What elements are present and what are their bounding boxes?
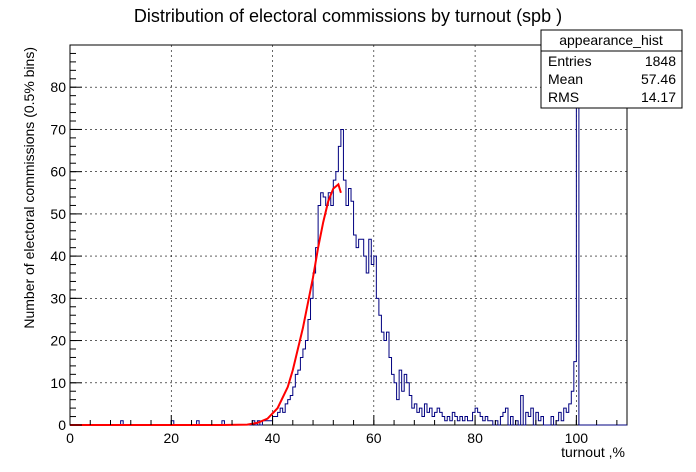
stats-box: appearance_hist Entries 1848 Mean 57.46 … [540, 29, 683, 109]
histogram-bin [376, 298, 379, 425]
x-axis-ticks: 0 20 40 60 80 100 [66, 415, 618, 446]
stats-mean-label: Mean [548, 71, 583, 87]
y-tick-label: 30 [50, 290, 66, 306]
histogram-bin [361, 239, 364, 425]
histogram-bin [283, 412, 286, 425]
stats-mean-value: 57.46 [641, 71, 676, 87]
histogram-bin [402, 391, 405, 425]
y-tick-label: 20 [50, 333, 66, 349]
histogram-bin [483, 421, 486, 425]
y-tick-label: 0 [58, 417, 66, 433]
histogram-bin [316, 248, 319, 425]
y-tick-label: 40 [50, 248, 66, 264]
y-axis-label: Number of electoral commissions (0.5% bi… [21, 47, 37, 329]
stats-rms-value: 14.17 [641, 89, 676, 105]
histogram-bin [488, 421, 491, 425]
histogram-bin [457, 421, 460, 425]
histogram-bin [298, 370, 301, 425]
histogram-bin [354, 235, 357, 425]
x-tick-label: 80 [467, 430, 483, 446]
y-axis-ticks: 0 10 20 30 40 50 60 70 80 [50, 44, 82, 433]
x-axis-label: turnout ,% [561, 444, 625, 460]
x-tick-label: 40 [265, 430, 281, 446]
stats-entries-value: 1848 [645, 53, 676, 69]
histogram-bin [470, 421, 473, 425]
histogram-bin [371, 265, 374, 425]
histogram-bin [328, 193, 331, 425]
histogram-bin [333, 180, 336, 425]
y-tick-label: 80 [50, 79, 66, 95]
stats-box-name: appearance_hist [559, 32, 663, 48]
histogram-bin [381, 332, 384, 425]
histogram-bin [303, 349, 306, 425]
histogram-bin [265, 421, 268, 425]
fit-curve-line [70, 182, 342, 426]
stats-entries-label: Entries [548, 53, 592, 69]
histogram-bin [417, 412, 420, 425]
histogram-bin [326, 205, 329, 425]
y-tick-label: 50 [50, 206, 66, 222]
x-tick-label: 0 [66, 430, 74, 446]
histogram-bin [356, 248, 359, 425]
stats-rms-label: RMS [548, 89, 579, 105]
histogram-bin [528, 417, 531, 425]
histogram-bin [462, 421, 465, 425]
histogram-bin [359, 239, 362, 425]
histogram-bin [467, 421, 470, 425]
histogram-bin [445, 421, 448, 425]
histogram-bin [450, 421, 453, 425]
histogram-bin [566, 412, 569, 425]
histogram-bin [366, 273, 369, 425]
histogram-bin [427, 412, 430, 425]
histogram-bin [275, 417, 278, 425]
histogram-bin [397, 400, 400, 425]
histogram-bin [538, 421, 541, 425]
histogram-bin [331, 205, 334, 425]
plot-frame [69, 44, 628, 426]
x-tick-label: 100 [565, 430, 589, 446]
fit-curve [70, 182, 342, 426]
histogram [70, 78, 627, 426]
x-tick-label: 60 [366, 430, 382, 446]
histogram-bin [349, 189, 352, 425]
stats-box-frame [540, 29, 683, 109]
y-tick-label: 70 [50, 121, 66, 137]
chart-title: Distribution of electoral commissions by… [134, 6, 562, 26]
y-tick-label: 10 [50, 375, 66, 391]
histogram-bin [267, 421, 270, 425]
histogram-bin [323, 197, 326, 425]
histogram-bin [561, 421, 564, 425]
histogram-bin [346, 205, 349, 425]
y-tick-label: 60 [50, 164, 66, 180]
x-tick-label: 20 [163, 430, 179, 446]
histogram-outline [70, 78, 627, 426]
histogram-bin [422, 417, 425, 425]
histogram-bin [343, 180, 346, 425]
